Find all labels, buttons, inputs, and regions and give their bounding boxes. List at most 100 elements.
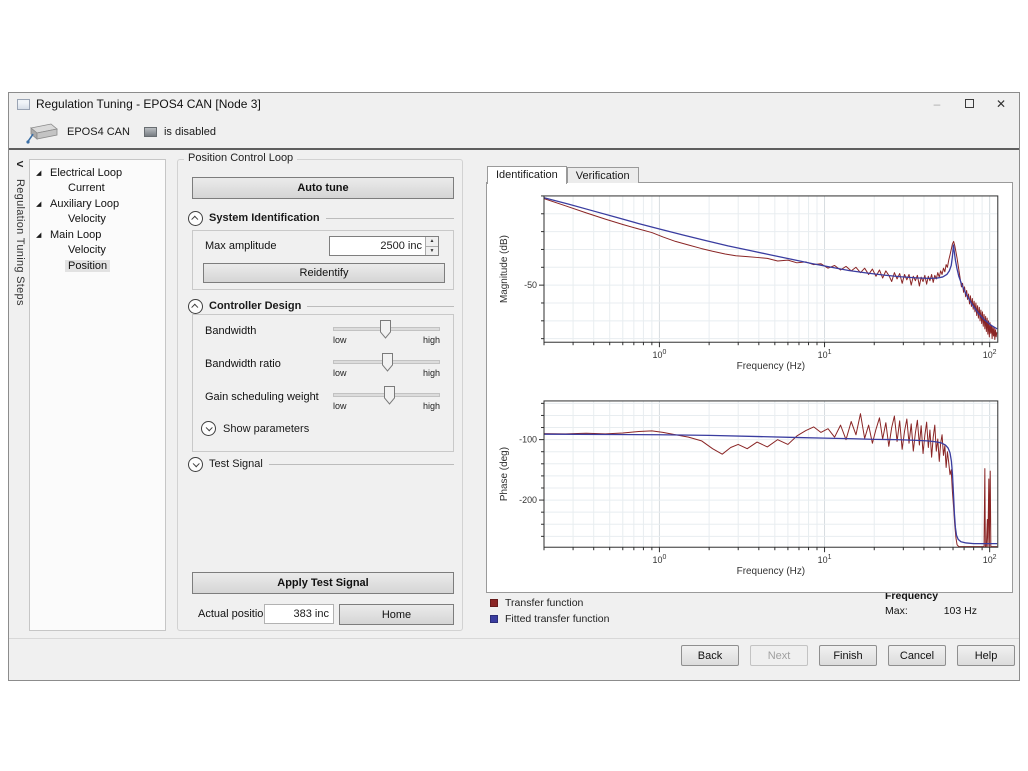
tree-expanded-icon[interactable]: ◢: [36, 231, 42, 239]
next-button[interactable]: Next: [750, 645, 808, 666]
chart-tabs: Identification Verification: [487, 166, 639, 184]
phase-bode-chart: 100 101 102 -200 -100 Frequency (Hz) Phase (de…: [499, 400, 999, 577]
tree-item-main-position[interactable]: Position: [30, 258, 165, 274]
section-divider: [268, 463, 454, 465]
svg-text:-50: -50: [524, 280, 537, 290]
maximize-button[interactable]: [953, 93, 985, 115]
auto-tune-button[interactable]: Auto tune: [192, 177, 454, 199]
svg-text:102: 102: [983, 554, 997, 565]
svg-text:-200: -200: [519, 495, 537, 505]
section-title: Test Signal: [209, 458, 263, 470]
device-toolbar: EPOS4 CAN is disabled: [9, 115, 1019, 150]
minimize-button[interactable]: –: [933, 97, 941, 111]
window-title: Regulation Tuning - EPOS4 CAN [Node 3]: [36, 97, 261, 111]
max-amplitude-increment-button[interactable]: ▲: [426, 237, 438, 247]
tree-item-main-loop[interactable]: ◢ Main Loop: [36, 228, 102, 241]
tree-expanded-icon[interactable]: ◢: [36, 169, 42, 177]
svg-text:101: 101: [818, 554, 832, 565]
max-amplitude-spinner: ▲ ▼: [425, 237, 438, 255]
test-signal-header: Test Signal: [188, 456, 454, 472]
tree-item-main-velocity[interactable]: Velocity: [68, 244, 106, 257]
gain-scheduling-weight-slider-thumb[interactable]: [383, 386, 395, 405]
back-button[interactable]: Back: [681, 645, 739, 666]
gain-scheduling-weight-label: Gain scheduling weight: [205, 391, 319, 403]
tab-identification[interactable]: Identification: [487, 166, 567, 184]
svg-text:102: 102: [983, 349, 997, 360]
cancel-button[interactable]: Cancel: [888, 645, 946, 666]
status-chip-icon: [143, 126, 157, 137]
group-title: Position Control Loop: [184, 152, 298, 164]
expand-section-icon[interactable]: [188, 456, 203, 472]
bandwidth-ratio-slider[interactable]: [333, 353, 440, 372]
help-button[interactable]: Help: [957, 645, 1015, 666]
device-status: is disabled: [163, 125, 216, 138]
svg-text:Frequency (Hz): Frequency (Hz): [737, 361, 805, 372]
slider-min-label: low: [333, 401, 347, 411]
gain-scheduling-weight-slider[interactable]: [333, 386, 440, 405]
collapse-section-icon[interactable]: [188, 210, 203, 226]
legend-label: Fitted transfer function: [505, 613, 610, 625]
magnitude-bode-chart: 100 101 102 -50 Frequency (Hz) Magnitude (dB): [499, 195, 999, 372]
tree-item-aux-velocity[interactable]: Velocity: [68, 213, 106, 226]
chevron-up-icon: [191, 215, 199, 223]
tab-verification[interactable]: Verification: [566, 167, 639, 183]
tree-item-current[interactable]: Current: [68, 182, 105, 195]
frequency-info-title: Frequency: [885, 590, 939, 602]
legend-item-fitted-transfer-function: Fitted transfer function: [490, 613, 609, 625]
collapse-sidebar-button[interactable]: <: [16, 157, 24, 171]
tree-expanded-icon[interactable]: ◢: [36, 200, 42, 208]
bandwidth-slider-thumb[interactable]: [380, 320, 392, 339]
expand-icon: [201, 421, 216, 436]
section-title: Controller Design: [209, 300, 302, 312]
max-amplitude-input[interactable]: 2500 inc ▲ ▼: [329, 236, 439, 256]
collapse-section-icon[interactable]: [188, 298, 203, 314]
actual-position-label: Actual position: [198, 608, 270, 620]
steps-strip-label: Regulation Tuning Steps: [14, 179, 26, 306]
system-identification-box: Max amplitude 2500 inc ▲ ▼ Reidentify: [192, 230, 454, 290]
close-button[interactable]: ✕: [995, 97, 1007, 111]
system-identification-header: System Identification: [188, 210, 454, 226]
bandwidth-slider-row: Bandwidth low high: [193, 319, 453, 351]
bandwidth-ratio-slider-row: Bandwidth ratio low high: [193, 352, 453, 384]
show-parameters-label: Show parameters: [223, 422, 310, 435]
finish-button[interactable]: Finish: [819, 645, 877, 666]
footer-divider: [9, 638, 1019, 639]
home-button[interactable]: Home: [339, 604, 454, 625]
chart-legend: Transfer function Fitted transfer functi…: [490, 597, 609, 629]
bandwidth-label: Bandwidth: [205, 325, 257, 337]
slider-min-label: low: [333, 335, 347, 345]
bandwidth-ratio-label: Bandwidth ratio: [205, 358, 281, 370]
frequency-info: Frequency Max: 103 Hz: [885, 590, 977, 617]
gain-scheduling-slider-row: Gain scheduling weight low high: [193, 385, 453, 417]
legend-label: Transfer function: [505, 597, 584, 609]
show-parameters-expander[interactable]: Show parameters: [201, 421, 309, 436]
max-amplitude-decrement-button[interactable]: ▼: [426, 246, 438, 255]
window-controls: – ✕: [921, 93, 1017, 115]
legend-swatch: [490, 615, 498, 623]
apply-test-signal-button[interactable]: Apply Test Signal: [192, 572, 454, 594]
slider-max-label: high: [422, 335, 440, 345]
slider-min-label: low: [333, 368, 347, 378]
slider-max-label: high: [422, 368, 440, 378]
reidentify-button[interactable]: Reidentify: [203, 263, 445, 283]
svg-text:Frequency (Hz): Frequency (Hz): [737, 566, 805, 577]
frequency-max-label: Max:: [885, 605, 908, 617]
window-icon: [17, 98, 30, 110]
bandwidth-slider[interactable]: [333, 320, 440, 339]
actual-position-value: 383 inc: [293, 608, 329, 620]
titlebar: Regulation Tuning - EPOS4 CAN [Node 3] –…: [9, 93, 1019, 115]
section-divider: [325, 217, 454, 219]
chevron-down-icon: [192, 459, 200, 467]
frequency-max-value: 103 Hz: [943, 605, 977, 617]
identification-chart-panel: 100 101 102 -50 Frequency (Hz) Magnitude (dB)…: [486, 182, 1013, 593]
tuning-steps-tree: ◢ Electrical Loop Current ◢ Auxiliary Lo…: [29, 159, 166, 631]
tree-item-electrical-loop[interactable]: ◢ Electrical Loop: [36, 166, 123, 179]
section-title: System Identification: [209, 212, 320, 224]
actual-position-field[interactable]: 383 inc: [264, 604, 334, 624]
tree-item-auxiliary-loop[interactable]: ◢ Auxiliary Loop: [36, 197, 120, 210]
steps-strip: < Regulation Tuning Steps: [12, 157, 28, 630]
svg-text:-100: -100: [519, 435, 537, 445]
bandwidth-ratio-slider-thumb[interactable]: [381, 353, 393, 372]
max-amplitude-value: 2500 inc: [380, 240, 422, 252]
